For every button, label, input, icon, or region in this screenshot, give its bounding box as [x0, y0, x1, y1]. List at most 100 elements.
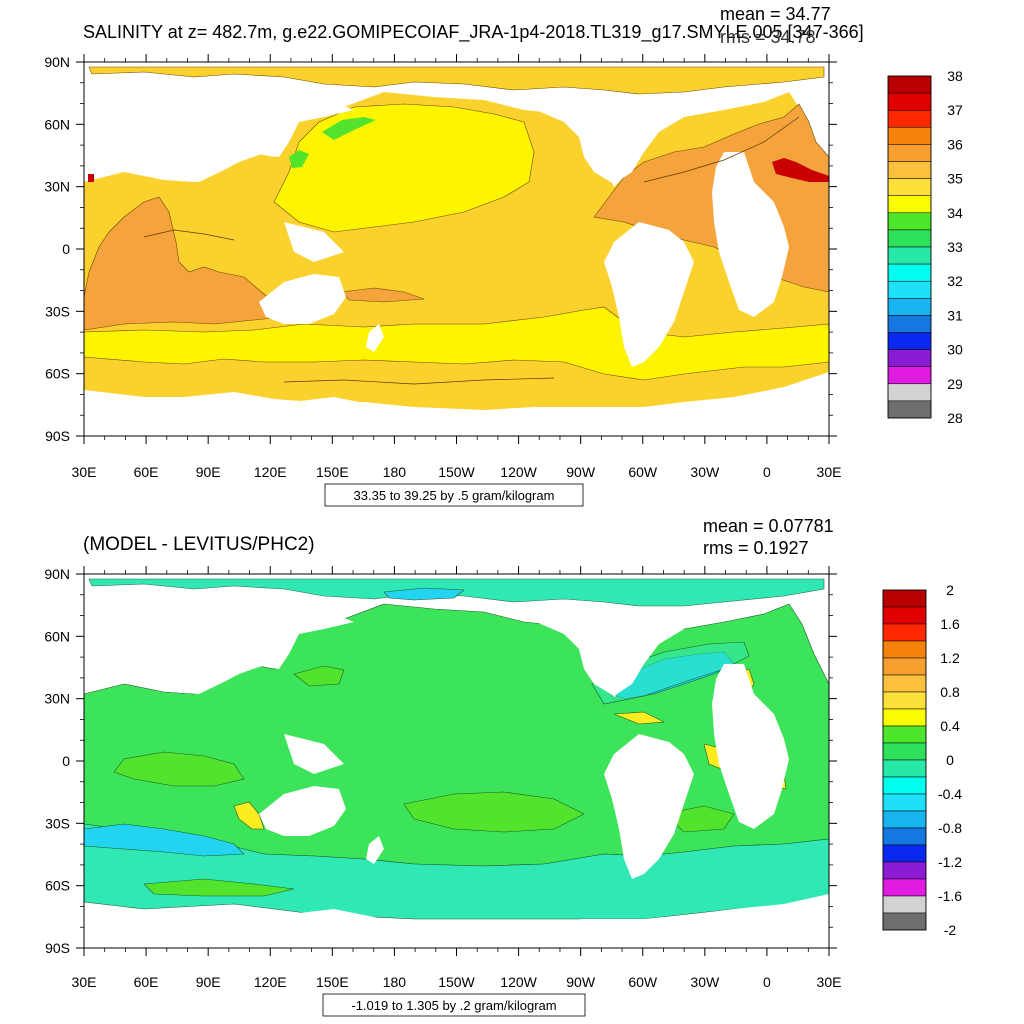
lat-label: 60S	[45, 878, 70, 894]
lon-label: 120E	[254, 464, 287, 480]
colorbar-label: 30	[947, 342, 963, 358]
colorbar-swatch	[887, 349, 932, 367]
colorbar-label: 29	[947, 376, 963, 392]
colorbar-swatch	[887, 366, 932, 385]
colorbar-swatch	[882, 895, 927, 914]
lon-label: 90E	[196, 974, 221, 990]
colorbar-swatch	[882, 878, 927, 897]
lon-label: 180	[383, 464, 407, 480]
panel-title: SALINITY at z= 482.7m, g.e22.GOMIPECOIAF…	[83, 22, 864, 43]
lon-label: 30W	[690, 464, 720, 480]
mean-label: mean = 0.07781	[703, 516, 834, 536]
lon-label: 30W	[690, 974, 720, 990]
colorbar-frame	[887, 75, 932, 419]
colorbar-label: -0.4	[938, 786, 962, 802]
colorbar-label: 31	[947, 307, 963, 323]
colorbar-label: 0.4	[940, 718, 960, 734]
colorbar-swatch	[882, 844, 927, 863]
colorbar-label: 37	[947, 102, 963, 118]
colorbar-swatch	[887, 92, 932, 111]
colorbar-swatch	[882, 810, 927, 829]
colorbar-swatch	[887, 178, 932, 196]
lon-label: 150E	[316, 464, 349, 480]
colorbar-label: -1.6	[938, 888, 962, 904]
lon-label: 30E	[817, 464, 842, 480]
colorbar-label: -0.8	[938, 820, 962, 836]
info-box: 33.35 to 39.25 by .5 gram/kilogram	[324, 483, 584, 507]
colorbar-frame	[882, 589, 927, 931]
lon-label: 120E	[254, 974, 287, 990]
colorbar-swatch	[882, 623, 927, 642]
colorbar-swatch	[882, 725, 927, 744]
lon-axis: 30E 60E 90E 120E 150E 180 150W 120W 90W 60W 30W 0 30…	[72, 566, 842, 990]
lon-label: 150W	[438, 974, 475, 990]
colorbar-swatch	[882, 589, 927, 608]
colorbar-swatch	[887, 332, 932, 350]
lon-label: 120W	[500, 974, 537, 990]
colorbar: 38 37 36 35 34 33 32 31 30 29 28	[887, 68, 963, 426]
colorbar-label: -2	[944, 922, 957, 938]
lat-label: 30N	[44, 179, 70, 195]
colorbar-swatch	[887, 263, 932, 282]
lat-label: 60N	[44, 628, 70, 644]
colorbar-label: 32	[947, 273, 963, 289]
lat-label: 90S	[45, 428, 70, 444]
colorbar-swatch	[882, 742, 927, 761]
lon-label: 60E	[134, 974, 159, 990]
mean-label: mean = 34.77	[720, 4, 831, 24]
lon-label: 180	[383, 974, 407, 990]
colorbar-label: 33	[947, 239, 963, 255]
lat-axis: 90N 60N 30N 0 30S 60S 90S	[44, 54, 837, 444]
map-plot	[83, 61, 830, 437]
colorbar: 2 1.6 1.2 0.8 0.4 0 -0.4 -0.8 -1.2 -1.6 -2	[882, 582, 962, 938]
colorbar-swatch	[882, 674, 927, 693]
colorbar-label: -1.2	[938, 854, 962, 870]
lat-label: 60N	[44, 116, 70, 132]
lon-label: 90E	[196, 464, 221, 480]
lat-label: 30S	[45, 815, 70, 831]
lat-label: 0	[62, 753, 70, 769]
colorbar-label: 1.2	[940, 650, 960, 666]
colorbar-label: 2	[946, 582, 954, 598]
lon-label: 30E	[817, 974, 842, 990]
colorbar-swatch	[887, 109, 932, 128]
lon-label: 90W	[566, 974, 596, 990]
colorbar-swatch	[887, 212, 932, 231]
lat-label: 90N	[44, 566, 70, 582]
colorbar-swatch	[887, 400, 932, 419]
lat-label: 0	[62, 241, 70, 257]
colorbar-swatch	[887, 195, 932, 214]
colorbar-label: 36	[947, 136, 963, 152]
lat-label: 30N	[44, 691, 70, 707]
lat-label: 30S	[45, 303, 70, 319]
colorbar-swatch	[887, 75, 932, 94]
lon-label: 30E	[72, 974, 97, 990]
lon-label: 0	[763, 464, 771, 480]
colorbar-swatch	[887, 127, 932, 145]
colorbar-swatch	[882, 640, 927, 659]
colorbar-label: 38	[947, 68, 963, 84]
colorbar-swatch	[887, 298, 932, 316]
colorbar-swatch	[887, 161, 932, 179]
panel-difference: (MODEL - LEVITUS/PHC2) mean = 0.07781 rm…	[44, 516, 962, 1017]
colorbar-label: 1.6	[940, 616, 960, 632]
contour-info: 33.35 to 39.25 by .5 gram/kilogram	[354, 488, 555, 503]
colorbar-swatch	[882, 759, 927, 778]
colorbar-label: 34	[947, 205, 963, 221]
colorbar-swatch	[882, 776, 927, 795]
rms-label: rms = 0.1927	[703, 538, 809, 558]
panel-title: (MODEL - LEVITUS/PHC2)	[83, 534, 315, 555]
lat-axis: 90N 60N 30N 0 30S 60S 90S	[44, 566, 837, 956]
rms-label: rms = 34.78	[720, 27, 816, 47]
colorbar-label: 35	[947, 171, 963, 187]
lon-label: 60W	[628, 974, 658, 990]
colorbar-swatch	[882, 691, 927, 710]
panel-salinity: SALINITY at z= 482.7m, g.e22.GOMIPECOIAF…	[44, 4, 963, 507]
info-box: -1.019 to 1.305 by .2 gram/kilogram	[322, 993, 586, 1017]
lat-label: 90N	[44, 54, 70, 70]
colorbar-swatch	[887, 144, 932, 162]
colorbar-swatch	[882, 861, 927, 880]
colorbar-swatch	[882, 912, 927, 931]
colorbar-label: 0	[946, 752, 954, 768]
